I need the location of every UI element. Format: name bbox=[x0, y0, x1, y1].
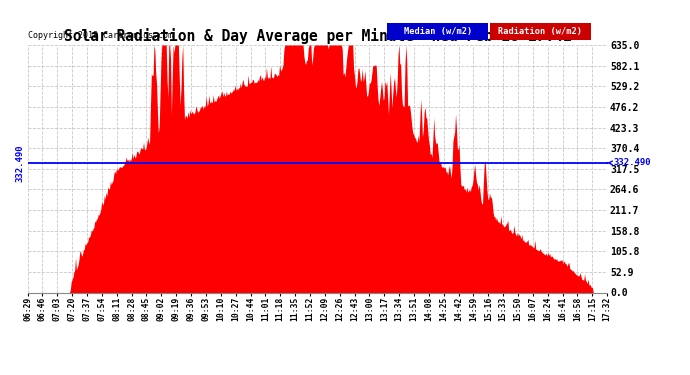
Text: Radiation (w/m2): Radiation (w/m2) bbox=[498, 27, 582, 36]
FancyBboxPatch shape bbox=[489, 23, 591, 40]
Text: Copyright 2018 Cartronics.com: Copyright 2018 Cartronics.com bbox=[28, 31, 172, 40]
Text: 332.490: 332.490 bbox=[607, 158, 651, 167]
Title: Solar Radiation & Day Average per Minute  Wed Feb 28 17:41: Solar Radiation & Day Average per Minute… bbox=[63, 28, 571, 44]
Text: 332.490: 332.490 bbox=[16, 144, 25, 182]
Text: Median (w/m2): Median (w/m2) bbox=[404, 27, 472, 36]
FancyBboxPatch shape bbox=[387, 23, 489, 40]
